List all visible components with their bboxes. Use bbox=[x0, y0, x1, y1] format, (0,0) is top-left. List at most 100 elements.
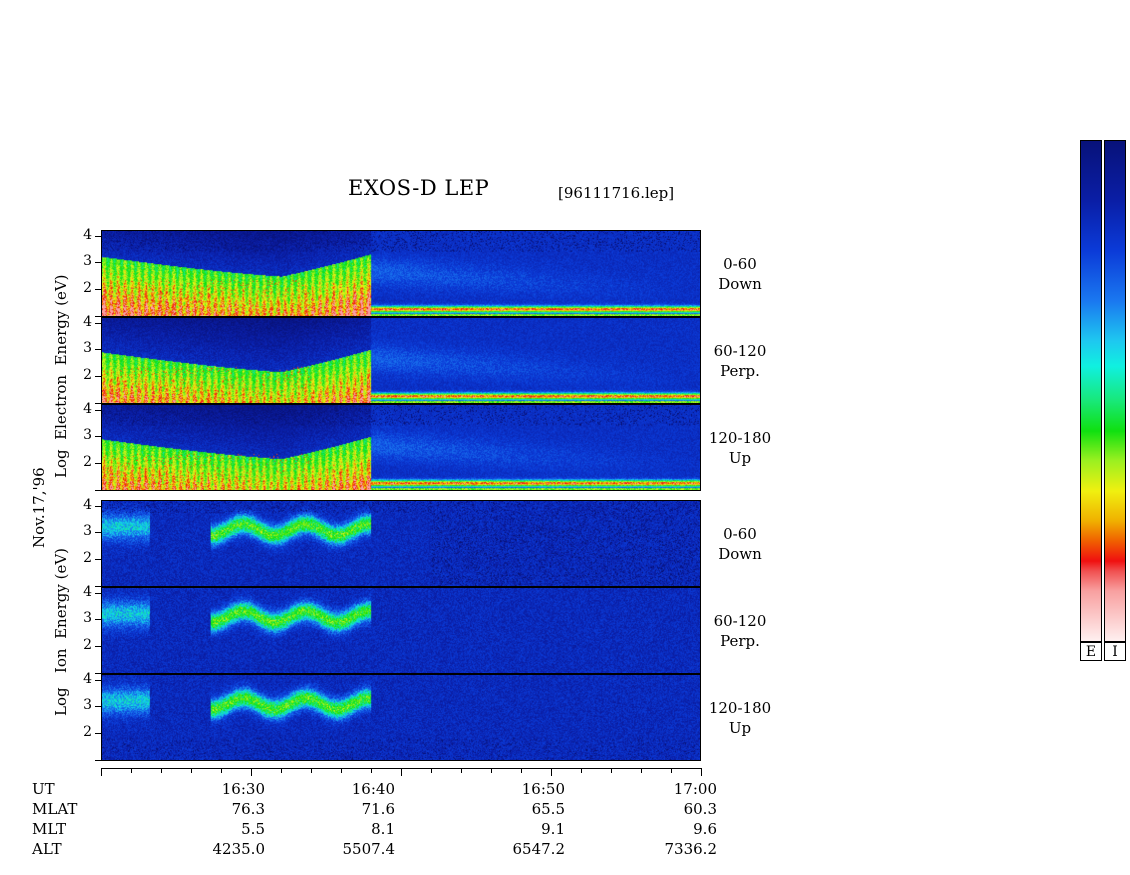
ion-spectrogram-up bbox=[102, 675, 700, 760]
y-tick-mark bbox=[95, 463, 101, 464]
x-tick-mark bbox=[221, 768, 222, 773]
electron-panel-perp bbox=[101, 317, 701, 404]
ephemeris-value: 65.5 bbox=[531, 800, 565, 818]
y-tick-label: 4 bbox=[83, 227, 92, 243]
ephemeris-value: 16:40 bbox=[351, 780, 395, 798]
y-tick-mark bbox=[95, 593, 101, 594]
y-tick-label: 4 bbox=[83, 584, 92, 600]
ephemeris-value: 6547.2 bbox=[512, 840, 566, 858]
electron-spectrogram-perp bbox=[102, 318, 700, 403]
ion-colorbar-label: I bbox=[1104, 642, 1126, 661]
x-tick-mark bbox=[551, 768, 552, 776]
ion-panel-perp bbox=[101, 587, 701, 674]
y-tick-mark bbox=[95, 262, 101, 263]
y-tick-mark bbox=[95, 490, 101, 491]
ion-panel-down bbox=[101, 500, 701, 587]
x-tick-mark bbox=[161, 768, 162, 773]
ephemeris-value: 71.6 bbox=[361, 800, 395, 818]
x-tick-mark bbox=[491, 768, 492, 773]
y-tick-label: 4 bbox=[83, 497, 92, 513]
y-tick-mark bbox=[95, 673, 101, 674]
ephemeris-value: 16:50 bbox=[521, 780, 565, 798]
ephemeris-value: 7336.2 bbox=[664, 840, 718, 858]
x-tick-mark bbox=[131, 768, 132, 773]
y-tick-label: 3 bbox=[83, 697, 92, 713]
chart-title: EXOS-D LEP bbox=[348, 176, 490, 200]
ion-panel-up bbox=[101, 674, 701, 761]
electron-colorbar bbox=[1080, 140, 1102, 642]
y-tick-mark bbox=[95, 733, 101, 734]
y-tick-mark bbox=[95, 436, 101, 437]
y-tick-mark bbox=[95, 323, 101, 324]
x-tick-mark bbox=[461, 768, 462, 773]
y-tick-label: 2 bbox=[83, 454, 92, 470]
y-tick-mark bbox=[95, 410, 101, 411]
y-tick-label: 2 bbox=[83, 637, 92, 653]
panel-label: 120-180 Up bbox=[708, 429, 772, 467]
x-tick-mark bbox=[431, 768, 432, 773]
y-tick-label: 2 bbox=[83, 550, 92, 566]
panel-label: 60-120 Perp. bbox=[713, 612, 767, 650]
y-tick-label: 2 bbox=[83, 724, 92, 740]
y-tick-mark bbox=[95, 316, 101, 317]
x-tick-mark bbox=[701, 768, 702, 776]
x-tick-mark bbox=[191, 768, 192, 773]
x-tick-mark bbox=[371, 768, 372, 773]
ephemeris-value: 9.6 bbox=[693, 820, 717, 838]
electron-panel-down bbox=[101, 230, 701, 317]
panel-label: 0-60 Down bbox=[718, 255, 762, 293]
ion-spectrogram-perp bbox=[102, 588, 700, 673]
y-tick-label: 3 bbox=[83, 340, 92, 356]
ephemeris-row-label: MLAT bbox=[32, 800, 78, 818]
y-tick-label: 4 bbox=[83, 671, 92, 687]
ephemeris-row-label: MLT bbox=[32, 820, 67, 838]
y-tick-mark bbox=[95, 236, 101, 237]
y-tick-mark bbox=[95, 586, 101, 587]
electron-colorbar-label: E bbox=[1080, 642, 1102, 661]
electron-energy-axis-label: Log Electron Energy (eV) bbox=[52, 274, 70, 478]
y-tick-mark bbox=[95, 619, 101, 620]
ephemeris-value: 17:00 bbox=[673, 780, 717, 798]
panel-label: 60-120 Perp. bbox=[713, 342, 767, 380]
y-tick-label: 3 bbox=[83, 427, 92, 443]
x-tick-mark bbox=[581, 768, 582, 773]
x-tick-mark bbox=[311, 768, 312, 773]
ephemeris-value: 5.5 bbox=[241, 820, 265, 838]
ion-spectrogram-down bbox=[102, 501, 700, 586]
y-tick-label: 3 bbox=[83, 523, 92, 539]
y-tick-label: 2 bbox=[83, 280, 92, 296]
y-tick-mark bbox=[95, 680, 101, 681]
electron-spectrogram-up bbox=[102, 405, 700, 490]
y-tick-mark bbox=[95, 376, 101, 377]
y-tick-mark bbox=[95, 289, 101, 290]
y-tick-mark bbox=[95, 559, 101, 560]
x-tick-mark bbox=[641, 768, 642, 773]
y-tick-label: 3 bbox=[83, 610, 92, 626]
x-tick-mark bbox=[341, 768, 342, 773]
panel-label: 120-180 Up bbox=[708, 699, 772, 737]
y-tick-mark bbox=[95, 532, 101, 533]
ephemeris-value: 76.3 bbox=[231, 800, 265, 818]
y-tick-mark bbox=[95, 646, 101, 647]
ephemeris-value: 16:30 bbox=[221, 780, 265, 798]
ephemeris-value: 60.3 bbox=[683, 800, 717, 818]
ephemeris-value: 8.1 bbox=[371, 820, 395, 838]
y-tick-mark bbox=[95, 706, 101, 707]
ephemeris-value: 4235.0 bbox=[212, 840, 266, 858]
x-tick-mark bbox=[281, 768, 282, 773]
x-tick-mark bbox=[521, 768, 522, 773]
ephemeris-row-label: UT bbox=[32, 780, 55, 798]
y-tick-mark bbox=[95, 760, 101, 761]
x-tick-mark bbox=[251, 768, 252, 776]
x-tick-mark bbox=[101, 768, 102, 776]
y-tick-label: 3 bbox=[83, 253, 92, 269]
y-tick-label: 2 bbox=[83, 367, 92, 383]
electron-spectrogram-down bbox=[102, 231, 700, 316]
ephemeris-row-label: ALT bbox=[32, 840, 62, 858]
y-tick-mark bbox=[95, 506, 101, 507]
ion-colorbar bbox=[1104, 140, 1126, 642]
panel-label: 0-60 Down bbox=[718, 525, 762, 563]
y-tick-mark bbox=[95, 349, 101, 350]
ephemeris-value: 9.1 bbox=[541, 820, 565, 838]
x-tick-mark bbox=[611, 768, 612, 773]
